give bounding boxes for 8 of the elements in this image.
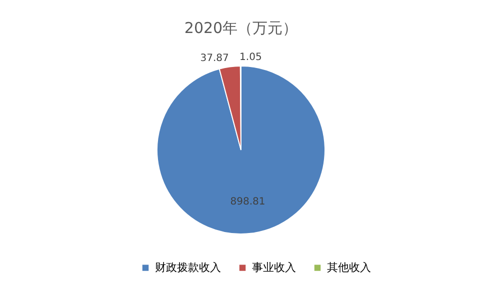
chart-title: 2020年（万元） bbox=[184, 19, 298, 37]
data-label: 1.05 bbox=[240, 52, 262, 63]
legend-label: 事业收入 bbox=[252, 260, 296, 274]
data-label: 898.81 bbox=[230, 196, 266, 208]
legend-label: 其他收入 bbox=[327, 260, 371, 274]
legend-label: 财政拨款收入 bbox=[155, 260, 221, 274]
pie-slice bbox=[156, 66, 326, 234]
data-label: 37.87 bbox=[200, 52, 229, 64]
